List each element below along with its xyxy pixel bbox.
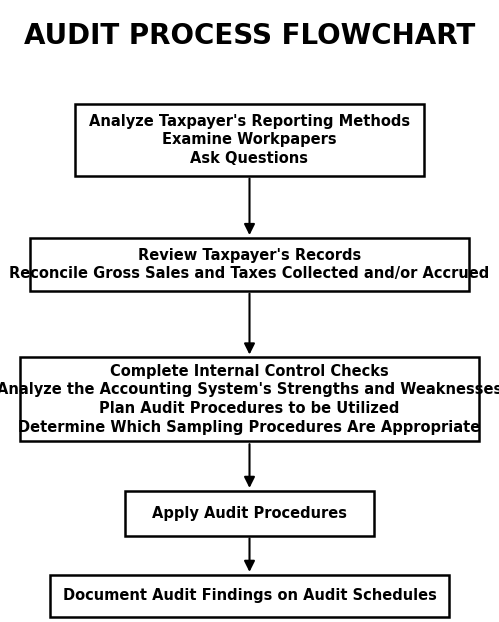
Text: Review Taxpayer's Records: Review Taxpayer's Records: [138, 248, 361, 262]
Text: Apply Audit Procedures: Apply Audit Procedures: [152, 506, 347, 521]
Text: Examine Workpapers: Examine Workpapers: [162, 132, 337, 147]
Text: Plan Audit Procedures to be Utilized: Plan Audit Procedures to be Utilized: [99, 401, 400, 416]
Bar: [30, 238, 469, 291]
Bar: [125, 491, 374, 536]
Text: AUDIT PROCESS FLOWCHART: AUDIT PROCESS FLOWCHART: [24, 22, 475, 50]
Text: Complete Internal Control Checks: Complete Internal Control Checks: [110, 364, 389, 379]
Bar: [75, 104, 424, 175]
Text: Reconcile Gross Sales and Taxes Collected and/or Accrued: Reconcile Gross Sales and Taxes Collecte…: [9, 266, 490, 281]
Bar: [20, 358, 479, 442]
Bar: [50, 575, 449, 617]
Text: Analyze the Accounting System's Strengths and Weaknesses: Analyze the Accounting System's Strength…: [0, 383, 499, 397]
Text: Analyze Taxpayer's Reporting Methods: Analyze Taxpayer's Reporting Methods: [89, 114, 410, 129]
Text: Ask Questions: Ask Questions: [191, 151, 308, 166]
Text: Determine Which Sampling Procedures Are Appropriate: Determine Which Sampling Procedures Are …: [18, 420, 481, 435]
Text: Document Audit Findings on Audit Schedules: Document Audit Findings on Audit Schedul…: [62, 588, 437, 603]
